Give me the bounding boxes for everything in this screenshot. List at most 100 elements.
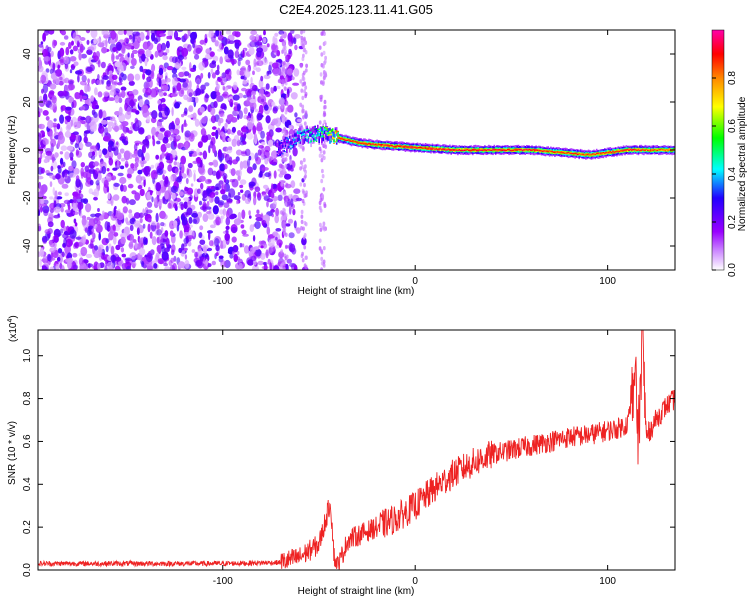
ridge-cell <box>628 150 630 151</box>
noise-blob <box>269 262 272 270</box>
noise-streak <box>304 174 307 179</box>
noise-blob <box>241 129 249 133</box>
ridge-cell <box>311 134 314 137</box>
noise-blob <box>68 172 76 178</box>
noise-blob <box>181 146 187 151</box>
noise-blob <box>261 98 265 103</box>
noise-blob <box>46 139 50 145</box>
snr-ylabel: SNR (10 * v/v) <box>7 421 18 485</box>
ridge-cell <box>326 132 329 136</box>
noise-blob <box>201 116 207 124</box>
noise-blob <box>230 58 237 65</box>
noise-streak <box>320 52 324 57</box>
noise-streak <box>300 88 304 93</box>
noise-blob <box>82 234 87 243</box>
ridge-cell <box>621 150 624 152</box>
noise-blob <box>244 148 251 157</box>
ridge-cell <box>569 152 571 154</box>
noise-blob <box>180 203 184 211</box>
noise-blob <box>263 184 269 189</box>
noise-blob <box>290 92 298 100</box>
noise-blob <box>47 119 54 129</box>
ridge-cell <box>614 151 617 153</box>
noise-blob <box>43 199 49 205</box>
ridge-cell <box>593 153 595 155</box>
spectrogram-heatmap <box>38 30 675 270</box>
noise-blob <box>225 235 230 245</box>
noise-blob <box>151 110 158 120</box>
noise-blob <box>120 86 127 92</box>
spectrogram-ytick-label: 20 <box>22 96 33 108</box>
noise-blob <box>207 263 212 268</box>
noise-blob <box>78 190 82 194</box>
ridge-cell <box>555 151 558 154</box>
noise-blob <box>197 141 203 149</box>
ridge-cell <box>321 133 323 135</box>
noise-streak <box>300 219 304 225</box>
noise-blob <box>39 198 45 205</box>
noise-blob <box>141 260 144 268</box>
noise-blob <box>68 96 74 104</box>
noise-blob <box>113 206 116 217</box>
noise-blob <box>272 231 279 237</box>
noise-blob <box>139 65 144 72</box>
ridge-cell <box>626 149 629 151</box>
noise-blob <box>49 174 55 179</box>
noise-blob <box>235 149 243 156</box>
noise-blob <box>65 106 72 111</box>
noise-blob <box>155 182 161 192</box>
noise-blob <box>147 218 152 223</box>
ridge-cell <box>354 141 357 142</box>
ridge-cell <box>455 149 458 151</box>
noise-blob <box>160 222 165 227</box>
noise-blob <box>72 45 78 52</box>
ridge-cell <box>640 149 642 151</box>
ridge-cell <box>333 131 335 139</box>
noise-blob <box>197 248 203 257</box>
ridge-cell <box>287 138 289 140</box>
noise-blob <box>64 62 69 70</box>
ridge-cell <box>307 128 310 130</box>
noise-blob <box>186 88 194 97</box>
noise-blob <box>272 105 279 112</box>
noise-blob <box>132 49 138 54</box>
snr-ytick-label: 1.0 <box>22 348 33 362</box>
noise-blob <box>105 238 110 244</box>
ridge-cell <box>663 149 665 152</box>
ridge-cell <box>497 149 500 152</box>
noise-blob <box>105 84 113 91</box>
ridge-cell <box>582 153 584 155</box>
noise-blob <box>109 225 116 234</box>
noise-blob <box>238 262 243 270</box>
noise-blob <box>110 30 117 40</box>
noise-blob <box>252 163 257 171</box>
noise-blob <box>200 72 204 79</box>
noise-blob <box>202 190 208 199</box>
ridge-cell <box>438 148 440 150</box>
ridge-cell <box>478 148 481 151</box>
noise-blob <box>117 30 125 35</box>
ridge-cell <box>618 151 621 152</box>
noise-blob <box>134 73 141 81</box>
noise-blob <box>173 202 178 209</box>
ridge-cell <box>587 153 590 155</box>
ridge-cell <box>498 149 501 151</box>
noise-blob <box>57 166 62 174</box>
ridge-cell <box>644 149 646 151</box>
noise-blob <box>92 161 99 167</box>
snr-xtick-label: 100 <box>599 576 616 587</box>
noise-blob <box>222 85 226 91</box>
colorbar-label: Normalized spectral amplitude <box>737 96 748 231</box>
ridge-cell <box>337 133 339 137</box>
noise-streak <box>299 79 303 84</box>
ridge-cell <box>608 152 610 154</box>
noise-blob <box>74 143 79 149</box>
noise-blob <box>86 85 91 92</box>
noise-blob <box>198 61 205 71</box>
noise-blob <box>200 256 206 262</box>
noise-blob <box>267 156 273 162</box>
ridge-cell <box>368 142 370 146</box>
noise-blob <box>263 30 266 36</box>
noise-blob <box>208 231 211 241</box>
ridge-cell <box>660 149 663 152</box>
